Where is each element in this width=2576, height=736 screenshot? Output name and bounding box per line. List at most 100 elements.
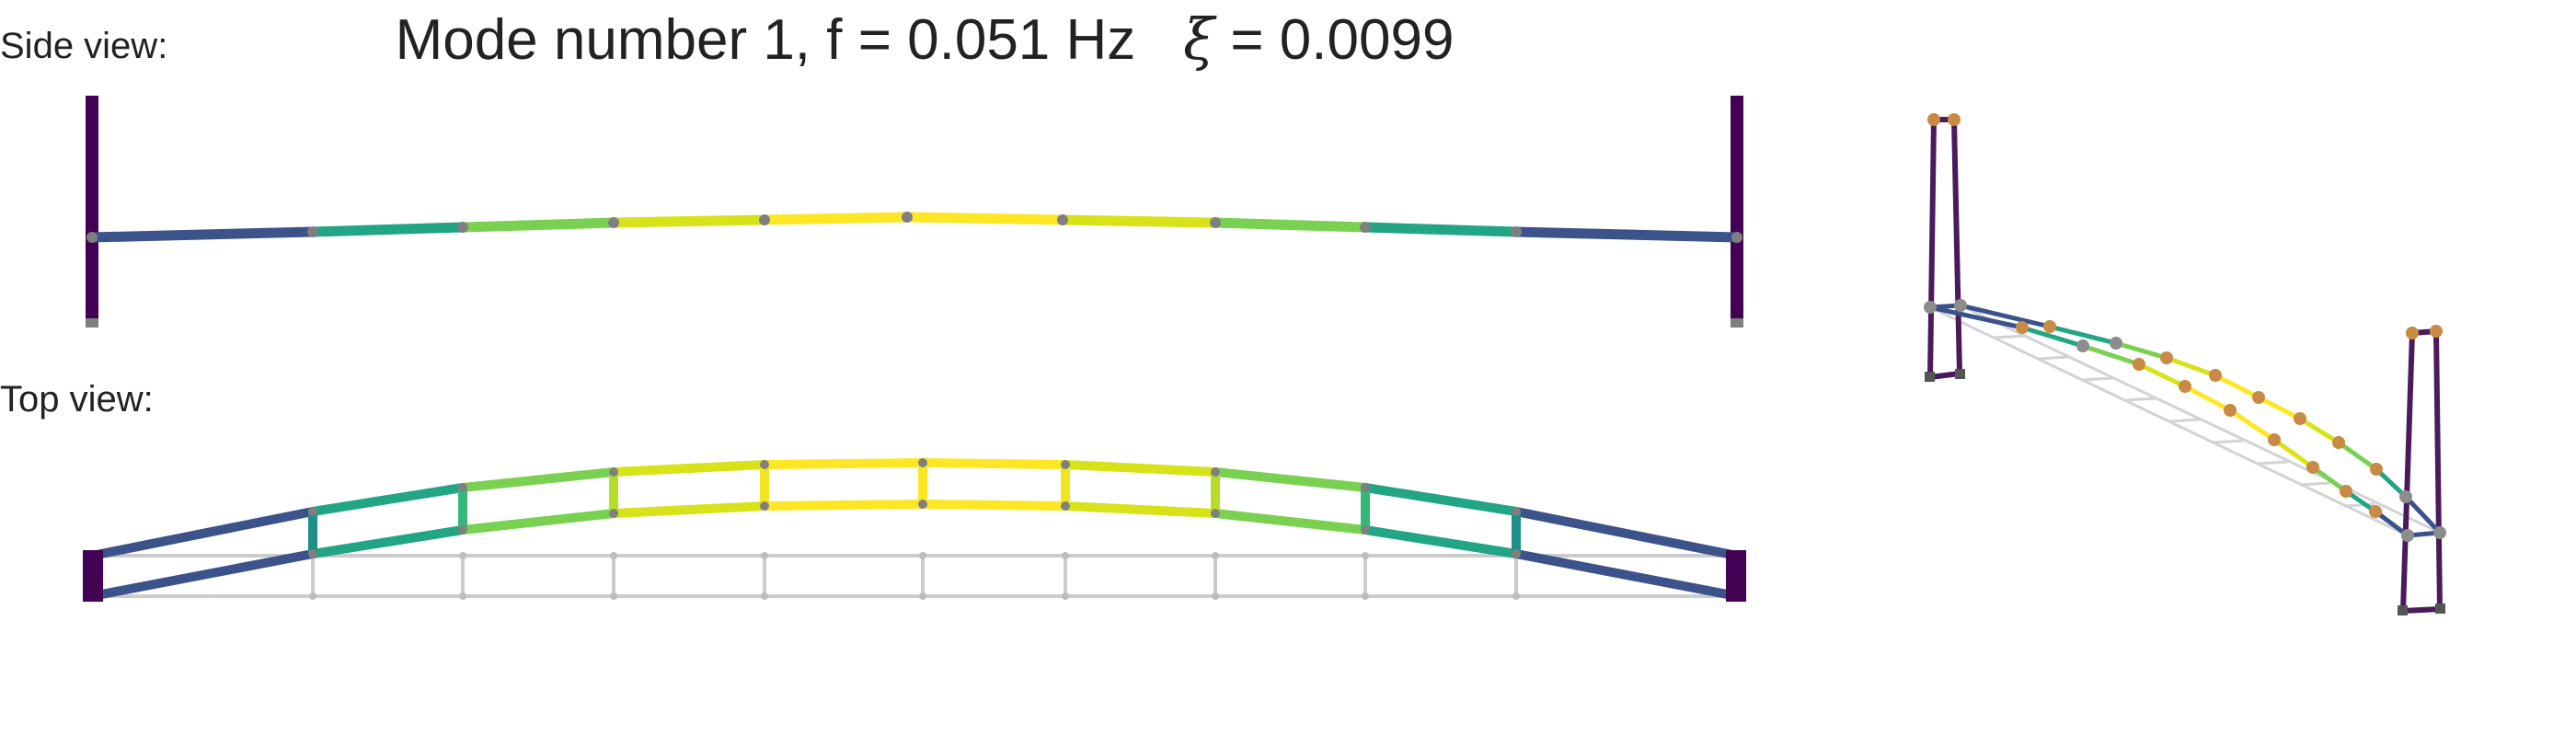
undeformed-node <box>610 552 617 559</box>
iso-chord-segment <box>1927 305 2025 330</box>
iso-support <box>1955 369 1965 379</box>
side-node <box>457 222 468 233</box>
side-support <box>1731 318 1743 328</box>
undeformed-node <box>459 552 466 559</box>
top-node <box>1061 501 1070 511</box>
damping-symbol: ξ <box>1182 6 1215 73</box>
iso-tower-leg <box>1951 119 1962 374</box>
iso-node <box>1948 113 1961 126</box>
iso-undeformed-crossbeam <box>2124 397 2156 402</box>
side-node <box>1057 214 1068 225</box>
side-node <box>759 214 770 225</box>
undeformed-node <box>1362 552 1369 559</box>
upper-chord-segment <box>458 467 618 492</box>
top-view <box>83 458 1746 602</box>
iso-node <box>2110 337 2122 350</box>
iso-chord-segment <box>2310 465 2349 494</box>
iso-right-tower <box>2400 328 2443 614</box>
isometric-view <box>1924 113 2446 615</box>
side-deck-segment <box>457 217 619 233</box>
iso-node <box>2016 321 2029 334</box>
lower-chord-segment <box>1512 549 1742 601</box>
iso-node <box>2209 369 2222 382</box>
upper-chord-segment <box>1211 467 1370 492</box>
iso-support <box>1925 372 1935 382</box>
upper-chord-segment <box>918 458 1070 469</box>
top-lower-chord <box>87 500 1742 601</box>
side-view-label: Side view: <box>0 26 168 66</box>
upper-chord-segment <box>609 460 769 477</box>
iso-chord-segment <box>2136 362 2188 389</box>
side-node <box>1511 226 1522 237</box>
side-deck-segment <box>608 214 770 228</box>
side-deck-segment <box>1210 217 1371 233</box>
upper-chord-segment <box>1061 460 1220 477</box>
iso-node <box>1927 113 1940 126</box>
iso-chord-segment <box>2047 324 2119 346</box>
side-nodes <box>86 212 1743 328</box>
iso-tower-leg <box>1927 119 1937 378</box>
upper-chord-segment <box>1361 483 1521 516</box>
iso-undeformed-crossbeam <box>2212 439 2244 444</box>
iso-chord-segment <box>2019 325 2086 349</box>
iso-node <box>2406 327 2419 339</box>
mode-title: Mode number 1, f = 0.051 Hz ξ = 0.0099 <box>0 6 1849 73</box>
top-node <box>1512 507 1521 516</box>
iso-chord-segment <box>1958 303 2053 329</box>
iso-support <box>2398 605 2408 615</box>
right-tower-base <box>1726 550 1746 602</box>
iso-left-tower <box>1927 117 1962 380</box>
iso-node <box>2224 404 2237 417</box>
undeformed-node <box>1062 592 1069 600</box>
iso-chord-segment <box>2113 340 2169 361</box>
lower-chord-segment <box>87 549 317 601</box>
lower-chord-segment <box>609 501 769 518</box>
top-node <box>458 525 467 535</box>
upper-chord-segment <box>87 507 317 560</box>
iso-node <box>2076 339 2089 352</box>
iso-node <box>2306 461 2319 474</box>
undeformed-node <box>761 592 768 600</box>
left-tower-base <box>83 550 103 602</box>
iso-chord-segment <box>2213 373 2261 400</box>
top-node <box>308 507 317 516</box>
side-node <box>86 232 98 243</box>
mode-title-text: Mode number 1, f = 0.051 Hz <box>395 8 1136 72</box>
side-node <box>608 217 619 228</box>
iso-chord-segment <box>2164 355 2218 378</box>
top-node <box>760 501 769 511</box>
top-crossbeams <box>308 463 1521 554</box>
top-node <box>1361 483 1370 492</box>
iso-undeformed-crossbeam <box>2168 418 2201 423</box>
iso-node <box>2399 490 2412 503</box>
iso-node <box>2133 358 2145 371</box>
side-node <box>1731 232 1742 243</box>
lower-chord-segment <box>1061 501 1220 518</box>
iso-undeformed-crossbeam <box>2343 502 2375 508</box>
iso-chord-segment <box>2271 437 2316 470</box>
iso-undeformed-chord <box>1960 304 2441 535</box>
iso-undeformed-crossbeam <box>2299 481 2331 487</box>
iso-node <box>2252 391 2265 404</box>
top-upper-chord <box>87 458 1742 560</box>
iso-chord-segment <box>2182 384 2233 413</box>
undeformed-node <box>1212 552 1219 559</box>
top-node <box>1512 549 1521 558</box>
top-view-label: Top view: <box>0 379 154 420</box>
iso-undeformed-crossbeam <box>2081 376 2113 382</box>
side-deck <box>86 212 1742 243</box>
undeformed-node <box>761 552 768 559</box>
iso-nodes <box>1924 113 2446 615</box>
lower-chord-segment <box>458 509 618 535</box>
top-node <box>1361 525 1370 535</box>
undeformed-node <box>919 592 926 600</box>
side-deck-segment <box>1360 222 1522 237</box>
undeformed-node <box>610 592 617 600</box>
lower-chord-segment <box>760 500 927 511</box>
iso-chord-segment <box>2336 440 2379 472</box>
undeformed-nodes <box>309 552 1520 600</box>
undeformed-node <box>1212 592 1219 600</box>
iso-support <box>2435 604 2445 614</box>
top-node <box>1211 467 1220 477</box>
